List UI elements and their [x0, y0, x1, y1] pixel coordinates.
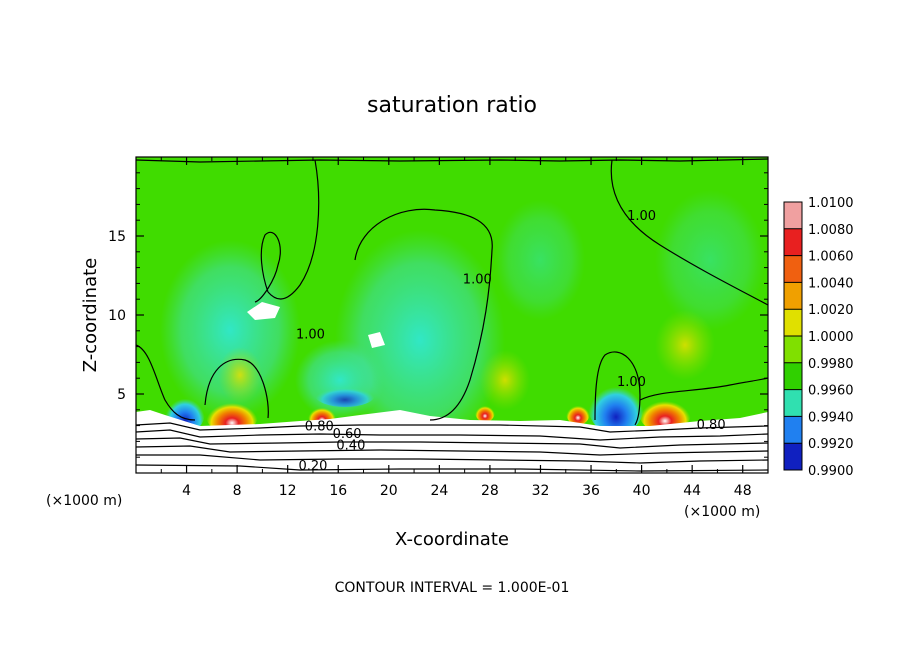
x-tick-label: 28 [481, 483, 499, 499]
contour-lines [136, 158, 768, 472]
x-tick-label: 36 [582, 483, 600, 499]
x-tick-label: 20 [380, 483, 398, 499]
contour-left-lobe [254, 231, 281, 303]
colorbar-label: 1.0020 [808, 303, 854, 318]
contour-stack-2 [136, 429, 768, 441]
contour-stack-4 [136, 445, 768, 456]
colorbar-swatch [784, 336, 802, 363]
colorbar-label: 0.9980 [808, 357, 854, 372]
field-region-cyan-right [655, 190, 765, 330]
colorbar-label: 1.0000 [808, 330, 854, 345]
contour-stack-6 [136, 464, 768, 472]
x-axis: 4 8 12 16 20 24 28 32 36 40 44 48 [160, 157, 752, 499]
colorbar-swatch [784, 255, 802, 283]
contour-label: 0.60 [333, 427, 362, 442]
chart-title: saturation ratio [367, 93, 537, 118]
x-tick-label: 44 [683, 483, 701, 499]
colorbar-swatch [784, 228, 802, 256]
x-tick-label: 40 [633, 483, 651, 499]
contour-interval-note: CONTOUR INTERVAL = 1.000E-01 [335, 580, 570, 596]
y-tick-label: 10 [108, 308, 126, 324]
field-region-red-3 [475, 402, 495, 422]
colorbar-swatch [784, 416, 802, 444]
field-region-red-4 [566, 401, 590, 425]
field-region-blue-3 [315, 383, 375, 407]
colorbar-label: 0.9960 [808, 384, 854, 399]
x-tick-label: 48 [734, 483, 752, 499]
contour-stack-3 [136, 437, 768, 449]
colorbar-label: 0.9920 [808, 437, 854, 452]
contour-label: 0.20 [298, 459, 327, 474]
field-region-cyan-mid [495, 200, 585, 320]
contour-label: 0.80 [697, 418, 726, 433]
contour-label: 0.40 [336, 438, 365, 453]
contour-label: 1.00 [296, 328, 325, 343]
colorbar-label: 1.0040 [808, 276, 854, 291]
x-tick-label: 8 [233, 483, 242, 499]
colorbar: 1.0100 1.0080 1.0060 1.0040 1.0020 1.0000 0.99… [783, 196, 854, 479]
x-axis-title: X-coordinate [395, 529, 509, 550]
contour-bottom-lobe-1 [136, 344, 196, 421]
x-unit-label-right: (×1000 m) [684, 504, 760, 520]
colorbar-label: 0.9900 [808, 464, 854, 479]
contour-label: 1.00 [617, 375, 646, 390]
field-region-red-5 [639, 393, 691, 433]
contour-label: 0.80 [305, 419, 334, 434]
contour-bottom-lobe-3 [594, 351, 641, 426]
x-tick-label: 16 [329, 483, 347, 499]
contour-upper-boundary [136, 158, 768, 163]
field-region-yellow-2 [480, 350, 530, 410]
colorbar-label: 1.0060 [808, 250, 854, 265]
x-tick-label: 32 [532, 483, 550, 499]
contour-bottom-lobe-4 [639, 377, 768, 401]
y-tick-label: 15 [108, 229, 126, 245]
colorbar-swatch [784, 309, 802, 336]
contour-bottom-lobe-2 [204, 358, 269, 419]
field-region-yellow-1 [655, 310, 715, 380]
contour-label: 1.00 [627, 209, 656, 224]
contour-stack-1 [136, 422, 768, 433]
colorbar-swatch [784, 362, 802, 390]
y-axis-title: Z-coordinate [80, 258, 101, 373]
contour-center-dome [354, 208, 493, 421]
colorbar-label: 0.9940 [808, 410, 854, 425]
field-region-cyan-left [160, 240, 300, 420]
field-region-white-patch-2 [368, 332, 385, 348]
field-region-blue-2 [588, 375, 644, 435]
field-region-white-patch-1 [247, 302, 280, 320]
colorbar-swatch [784, 389, 802, 417]
contour-right-loop [610, 159, 768, 306]
colorbar-swatch [784, 443, 802, 470]
contour-labels: 1.001.001.001.000.800.600.400.200.80 [296, 209, 726, 474]
x-tick-label: 24 [430, 483, 448, 499]
contour-left-column [267, 159, 320, 300]
field-region-yellow-3 [218, 347, 262, 403]
y-axis: 5 10 15 [108, 172, 768, 458]
colorbar-label: 1.0080 [808, 223, 854, 238]
plot-area [136, 157, 768, 473]
y-tick-label: 5 [117, 387, 126, 403]
colorbar-swatch [784, 202, 802, 229]
x-tick-label: 4 [182, 483, 191, 499]
contour-stack-5 [136, 454, 768, 464]
colorbar-swatch [784, 282, 802, 310]
contour-label: 1.00 [463, 272, 492, 287]
x-unit-label-left: (×1000 m) [46, 493, 122, 509]
field-region-cyan-strip [295, 340, 385, 420]
x-tick-label: 12 [279, 483, 297, 499]
colorbar-label: 1.0100 [808, 196, 854, 211]
